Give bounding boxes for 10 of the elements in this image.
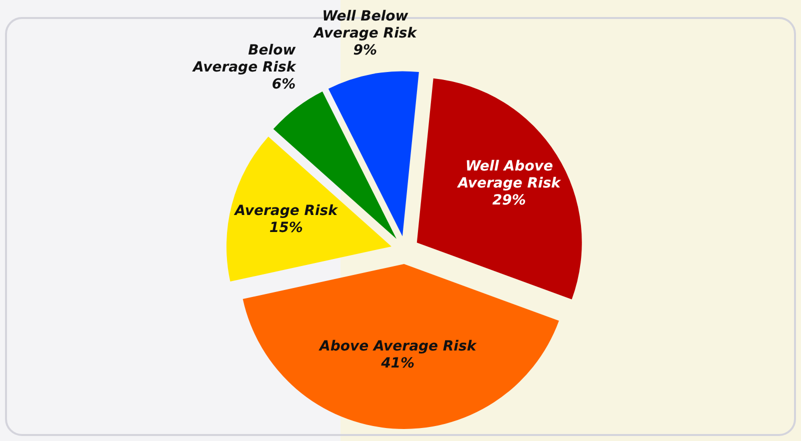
data-label: 41% <box>380 356 415 372</box>
data-label: 15% <box>269 220 303 236</box>
data-label: 6% <box>272 76 296 92</box>
slice-label: Well Below Average Risk <box>312 8 418 42</box>
slice-label: Well Above Average Risk <box>456 158 562 192</box>
data-label: 9% <box>353 42 378 59</box>
slice-label: Average Risk <box>234 202 340 219</box>
slice-label: Below Average Risk <box>192 42 298 76</box>
slice-label: Above Average Risk <box>318 338 478 355</box>
data-label: 29% <box>492 192 526 209</box>
